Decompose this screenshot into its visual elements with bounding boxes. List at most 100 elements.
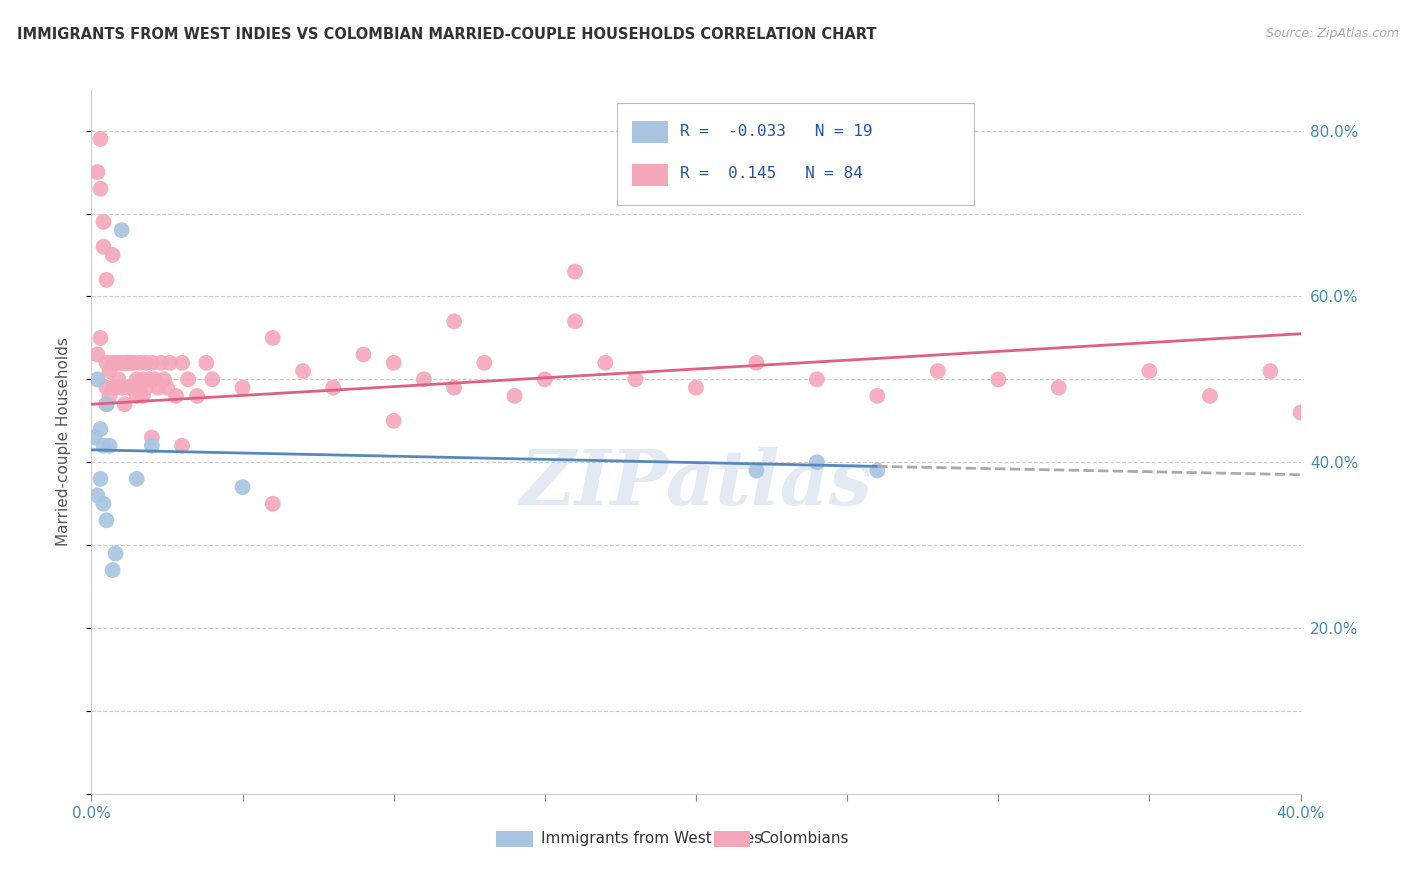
Point <box>101 356 124 370</box>
Point <box>1198 389 1220 403</box>
Point <box>101 563 124 577</box>
Point <box>125 472 148 486</box>
Point <box>533 372 555 386</box>
Text: Colombians: Colombians <box>759 830 848 846</box>
Point <box>89 331 111 345</box>
Point <box>104 546 127 560</box>
Point <box>89 422 111 436</box>
Bar <box>496 831 533 847</box>
Point <box>93 215 115 229</box>
Point <box>107 372 129 386</box>
Point <box>231 480 253 494</box>
Point <box>135 356 157 370</box>
Point <box>165 389 187 403</box>
Point <box>624 372 647 386</box>
Point <box>86 488 108 502</box>
Point <box>262 497 284 511</box>
Point <box>125 372 148 386</box>
Point <box>1289 405 1312 419</box>
Point <box>141 356 163 370</box>
Point <box>866 464 889 478</box>
Point <box>104 381 127 395</box>
Point <box>503 389 526 403</box>
Point <box>132 372 155 386</box>
Point <box>117 356 139 370</box>
Point <box>89 132 111 146</box>
Point <box>117 381 139 395</box>
Point <box>564 314 586 328</box>
Point <box>135 381 157 395</box>
Point <box>806 372 828 386</box>
Point <box>96 513 118 527</box>
Text: R =  -0.033   N = 19: R = -0.033 N = 19 <box>681 124 873 139</box>
Point <box>93 497 115 511</box>
Point <box>987 372 1010 386</box>
Point <box>93 439 115 453</box>
Point <box>122 381 145 395</box>
Point <box>413 372 436 386</box>
Point <box>177 372 200 386</box>
Point <box>382 414 405 428</box>
Point <box>125 389 148 403</box>
Bar <box>631 164 668 186</box>
Point <box>352 347 374 361</box>
Point <box>104 356 127 370</box>
Point <box>117 356 139 370</box>
Text: IMMIGRANTS FROM WEST INDIES VS COLOMBIAN MARRIED-COUPLE HOUSEHOLDS CORRELATION C: IMMIGRANTS FROM WEST INDIES VS COLOMBIAN… <box>17 27 876 42</box>
Point <box>472 356 495 370</box>
Point <box>86 165 108 179</box>
Point <box>443 314 465 328</box>
Point <box>96 356 118 370</box>
Point <box>114 397 136 411</box>
Point <box>101 248 124 262</box>
Point <box>141 439 163 453</box>
Point <box>201 372 224 386</box>
Point <box>98 439 121 453</box>
Point <box>292 364 315 378</box>
Point <box>172 356 194 370</box>
Bar <box>631 121 668 144</box>
Point <box>927 364 949 378</box>
Point <box>685 381 707 395</box>
Point <box>120 381 142 395</box>
Point <box>149 356 172 370</box>
Point <box>96 397 118 411</box>
Point <box>141 430 163 444</box>
Point <box>111 356 132 370</box>
Point <box>89 182 111 196</box>
Point <box>83 430 105 444</box>
Text: Source: ZipAtlas.com: Source: ZipAtlas.com <box>1265 27 1399 40</box>
Text: R =  0.145   N = 84: R = 0.145 N = 84 <box>681 166 863 181</box>
Point <box>159 356 181 370</box>
Point <box>172 439 194 453</box>
Point <box>96 397 118 411</box>
Point <box>443 381 465 395</box>
Point <box>107 356 129 370</box>
Point <box>122 356 145 370</box>
Point <box>382 356 405 370</box>
Point <box>153 372 176 386</box>
Y-axis label: Married-couple Households: Married-couple Households <box>56 337 70 546</box>
Point <box>93 240 115 254</box>
Text: ZIPatlas: ZIPatlas <box>519 447 873 521</box>
Point <box>128 356 150 370</box>
Point <box>101 381 124 395</box>
Point <box>96 381 118 395</box>
Point <box>231 381 253 395</box>
Bar <box>617 103 974 205</box>
Point <box>322 381 344 395</box>
Point <box>186 389 208 403</box>
Point <box>128 381 150 395</box>
Point <box>745 464 768 478</box>
Point <box>98 364 121 378</box>
Point <box>146 381 169 395</box>
Point <box>86 347 108 361</box>
Point <box>132 389 155 403</box>
Point <box>111 381 132 395</box>
Point <box>98 389 121 403</box>
Point <box>866 389 889 403</box>
Point <box>114 356 136 370</box>
Point <box>262 331 284 345</box>
Point <box>143 372 166 386</box>
Point <box>89 472 111 486</box>
